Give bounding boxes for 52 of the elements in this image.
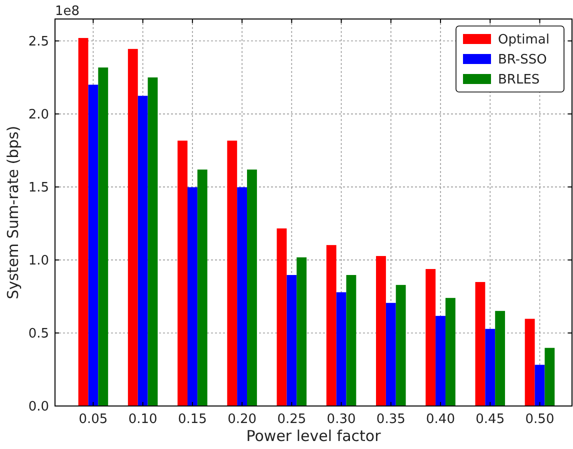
x-tick-label: 0.50 bbox=[525, 412, 554, 427]
bar bbox=[187, 187, 198, 406]
bar bbox=[197, 170, 208, 406]
bar bbox=[178, 140, 188, 406]
bar bbox=[326, 245, 336, 406]
y-tick-label: 1.5 bbox=[28, 180, 49, 196]
text: 1e8 bbox=[55, 4, 80, 19]
x-tick-label: 0.45 bbox=[476, 412, 505, 427]
x-tick-label: 0.30 bbox=[326, 412, 356, 427]
x-tick-label: 0.05 bbox=[78, 412, 108, 427]
x-tick-label: 0.15 bbox=[178, 412, 207, 427]
bar bbox=[436, 316, 446, 406]
y-tick-label: 2.0 bbox=[28, 107, 49, 122]
y-axis-title: System Sum-rate (bps) bbox=[4, 126, 22, 300]
x-tick-label: 0.10 bbox=[128, 412, 158, 427]
bar bbox=[138, 96, 148, 406]
bar bbox=[148, 77, 158, 406]
bar bbox=[426, 269, 436, 406]
y-tick-label: 2.5 bbox=[28, 34, 49, 50]
bar bbox=[386, 302, 396, 406]
bar bbox=[286, 275, 297, 406]
bar bbox=[336, 292, 346, 406]
legend-label: BRLES bbox=[498, 72, 540, 88]
bar bbox=[98, 67, 108, 406]
bar bbox=[445, 298, 456, 406]
x-tick-label: 0.25 bbox=[277, 412, 306, 427]
bar bbox=[534, 364, 545, 406]
x-tick-label: 0.20 bbox=[228, 412, 257, 427]
bar bbox=[237, 187, 248, 406]
y-tick-label: 1.0 bbox=[28, 254, 49, 269]
bar bbox=[78, 38, 88, 406]
x-tick-label: 0.40 bbox=[426, 412, 455, 427]
bar bbox=[376, 256, 386, 406]
y-tick-label: 0.5 bbox=[28, 326, 49, 342]
bar bbox=[396, 284, 406, 406]
legend-label: BR-SSO bbox=[498, 52, 547, 68]
legend-label: Optimal bbox=[498, 32, 550, 48]
bar bbox=[475, 282, 486, 406]
bar bbox=[524, 318, 535, 406]
bar bbox=[346, 275, 356, 406]
bar bbox=[544, 348, 555, 406]
bar bbox=[296, 257, 307, 406]
x-axis-title: Power level factor bbox=[246, 427, 382, 445]
bar bbox=[276, 228, 287, 406]
bar bbox=[128, 48, 138, 406]
x-tick-label: 0.35 bbox=[376, 412, 406, 427]
y-tick-label: 0.0 bbox=[28, 400, 49, 415]
bar bbox=[247, 170, 257, 406]
bar bbox=[495, 310, 506, 406]
bar bbox=[227, 140, 238, 406]
bar bbox=[485, 328, 496, 406]
bar bbox=[88, 84, 98, 406]
